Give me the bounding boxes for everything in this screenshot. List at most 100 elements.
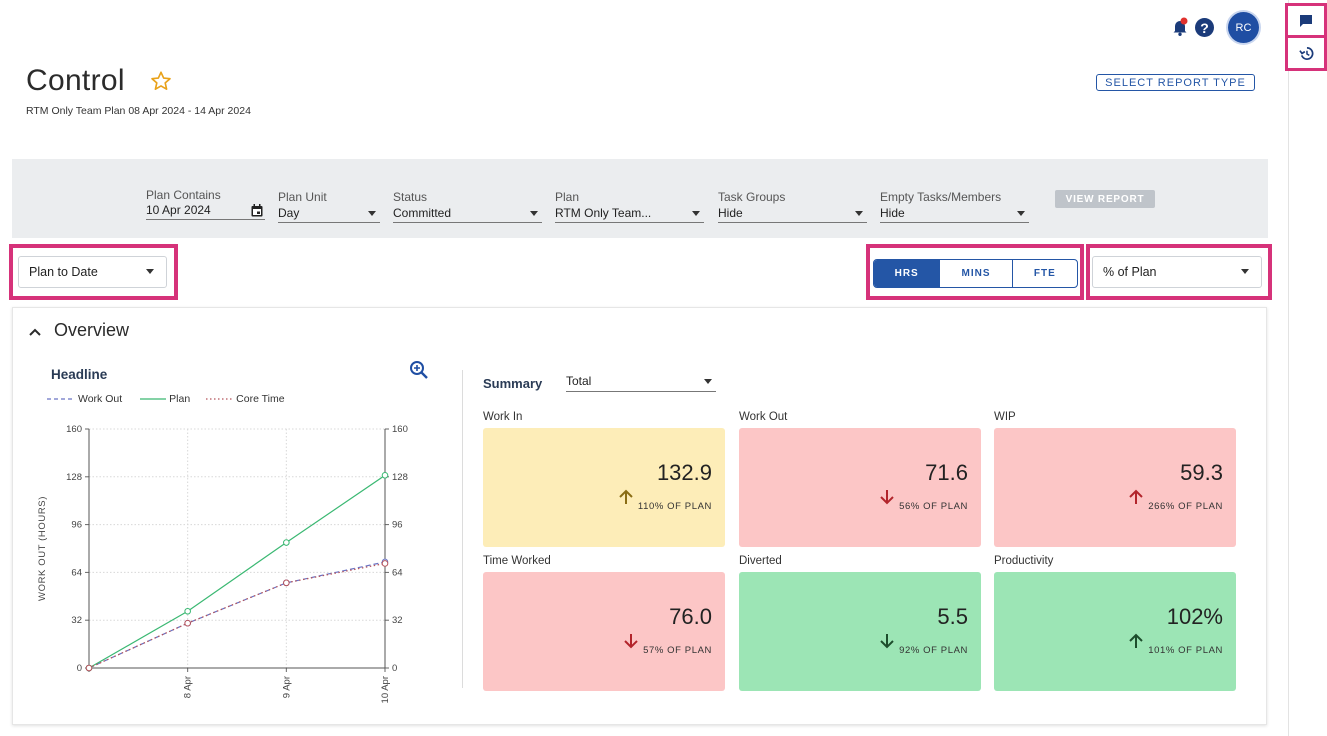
plan-unit-label: Plan Unit (278, 190, 327, 204)
avatar[interactable]: RC (1228, 12, 1259, 43)
series-line-work-out (88, 561, 386, 669)
metric-percent-of-plan: 57% OF PLAN (643, 645, 712, 656)
legend-work-out[interactable]: Work Out (78, 393, 123, 405)
arrow-up-icon (1129, 489, 1143, 504)
caret-down-icon (368, 211, 376, 216)
bell-icon (1173, 17, 1188, 36)
metric-tile-diverted[interactable]: 5.5 92% OF PLAN (739, 572, 981, 691)
period-highlight (9, 244, 178, 300)
history-button[interactable] (1285, 35, 1327, 71)
empty-tasks-value: Hide (880, 206, 905, 220)
y2-tick-label: 0 (392, 663, 397, 674)
view-report-button[interactable]: VIEW REPORT (1055, 190, 1155, 208)
metric-value: 132.9 (656, 460, 712, 485)
metric-tile-wip[interactable]: 59.3 266% OF PLAN (994, 428, 1236, 547)
units-fte-button[interactable]: FTE (1033, 268, 1056, 279)
y-tick-label: 0 (77, 663, 82, 674)
arrow-down-icon (880, 490, 894, 505)
legend-plan-swatch (140, 398, 167, 400)
comparison-value: % of Plan (1103, 265, 1157, 279)
legend-core-time-swatch (206, 398, 233, 400)
metric-percent-of-plan: 56% OF PLAN (899, 501, 968, 512)
data-point-core-time (381, 560, 389, 567)
metric-tile-time-worked[interactable]: 76.0 57% OF PLAN (483, 572, 725, 691)
plan-contains-label: Plan Contains (146, 188, 221, 202)
metric-tile-productivity[interactable]: 102% 101% OF PLAN (994, 572, 1236, 691)
y2-tick-label: 64 (392, 567, 403, 578)
chart-legend: Work Out Plan Core Time (47, 393, 285, 405)
favorite-star-icon[interactable] (150, 70, 172, 97)
data-point-plan (381, 472, 389, 479)
data-point-plan (283, 539, 290, 546)
task-groups-value: Hide (718, 206, 743, 220)
units-hrs-button[interactable]: HRS (874, 260, 941, 287)
units-mins-button[interactable]: MINS (940, 260, 1013, 287)
empty-tasks-select[interactable]: Hide (880, 206, 1029, 223)
comments-button[interactable] (1285, 3, 1327, 39)
plan-unit-select[interactable]: Day (278, 206, 380, 223)
metric-value: 102% (1166, 604, 1223, 629)
summary-select[interactable]: Total (566, 374, 716, 392)
tile-label-work-in: Work In (483, 411, 523, 423)
zoom-in-icon[interactable] (409, 360, 429, 385)
y-tick-label: 96 (71, 520, 82, 531)
metric-percent-of-plan: 266% OF PLAN (1148, 501, 1223, 512)
y2-tick-label: 128 (392, 472, 408, 483)
metric-value: 59.3 (1180, 460, 1223, 485)
caret-down-icon (530, 211, 538, 216)
y2-tick-label: 32 (392, 615, 403, 626)
plan-label: Plan (555, 190, 580, 204)
data-point-plan (184, 607, 191, 615)
metric-percent-of-plan: 110% OF PLAN (637, 501, 712, 512)
arrow-down-icon (880, 634, 894, 649)
x-tick-label: 8 Apr (183, 676, 194, 698)
units-toggle[interactable]: HRS MINS FTE (873, 259, 1078, 288)
period-select[interactable]: Plan to Date (18, 256, 167, 288)
summary-label: Summary (483, 376, 543, 391)
legend-core-time[interactable]: Core Time (236, 393, 285, 405)
metric-tile-work-in[interactable]: 132.9 110% OF PLAN (483, 428, 725, 547)
metric-value: 5.5 (937, 604, 968, 629)
arrow-up-icon (1129, 633, 1143, 648)
y-axis-label: WORK OUT (HOURS) (37, 496, 48, 601)
task-groups-select[interactable]: Hide (718, 206, 867, 223)
metric-percent-of-plan: 101% OF PLAN (1148, 645, 1223, 656)
headline-title: Headline (51, 367, 108, 382)
data-point-core-time (283, 579, 290, 587)
collapse-chevron-icon[interactable] (28, 324, 42, 342)
divider (462, 370, 463, 688)
comparison-highlight (1086, 244, 1272, 300)
metric-tile-work-out[interactable]: 71.6 56% OF PLAN (739, 428, 981, 547)
caret-down-icon (855, 211, 863, 216)
legend-plan[interactable]: Plan (169, 393, 191, 405)
caret-down-icon (1241, 269, 1249, 274)
y-tick-label: 32 (71, 615, 82, 626)
right-rail (1288, 0, 1327, 736)
y2-tick-label: 160 (392, 424, 408, 435)
calendar-icon[interactable] (251, 204, 263, 217)
series-line-core-time (88, 562, 386, 669)
x-tick-label: 10 Apr (380, 676, 391, 703)
help-icon[interactable]: ? (1195, 18, 1214, 37)
metric-percent-of-plan: 92% OF PLAN (899, 645, 968, 656)
tile-label-diverted: Diverted (739, 555, 782, 567)
comparison-select[interactable]: % of Plan (1092, 256, 1262, 288)
empty-tasks-label: Empty Tasks/Members (880, 190, 1002, 204)
status-value: Committed (393, 206, 452, 220)
period-value: Plan to Date (29, 265, 98, 279)
tile-label-work-out: Work Out (739, 411, 788, 423)
tile-label-time-worked: Time Worked (483, 555, 551, 567)
y-tick-label: 160 (66, 424, 82, 435)
notifications-button[interactable] (1170, 17, 1190, 42)
legend-work-out-swatch (47, 398, 75, 400)
plan-contains-date-field[interactable]: 10 Apr 2024 (146, 203, 265, 220)
arrow-up-icon (619, 489, 633, 504)
plan-select[interactable]: RTM Only Team... (555, 206, 704, 223)
history-icon (1298, 46, 1313, 60)
status-select[interactable]: Committed (393, 206, 542, 223)
select-report-type-button[interactable]: SELECT REPORT TYPE (1096, 74, 1255, 91)
plan-unit-value: Day (278, 206, 300, 220)
overview-title[interactable]: Overview (54, 320, 130, 340)
caret-down-icon (692, 211, 700, 216)
series-line-plan (88, 474, 386, 669)
